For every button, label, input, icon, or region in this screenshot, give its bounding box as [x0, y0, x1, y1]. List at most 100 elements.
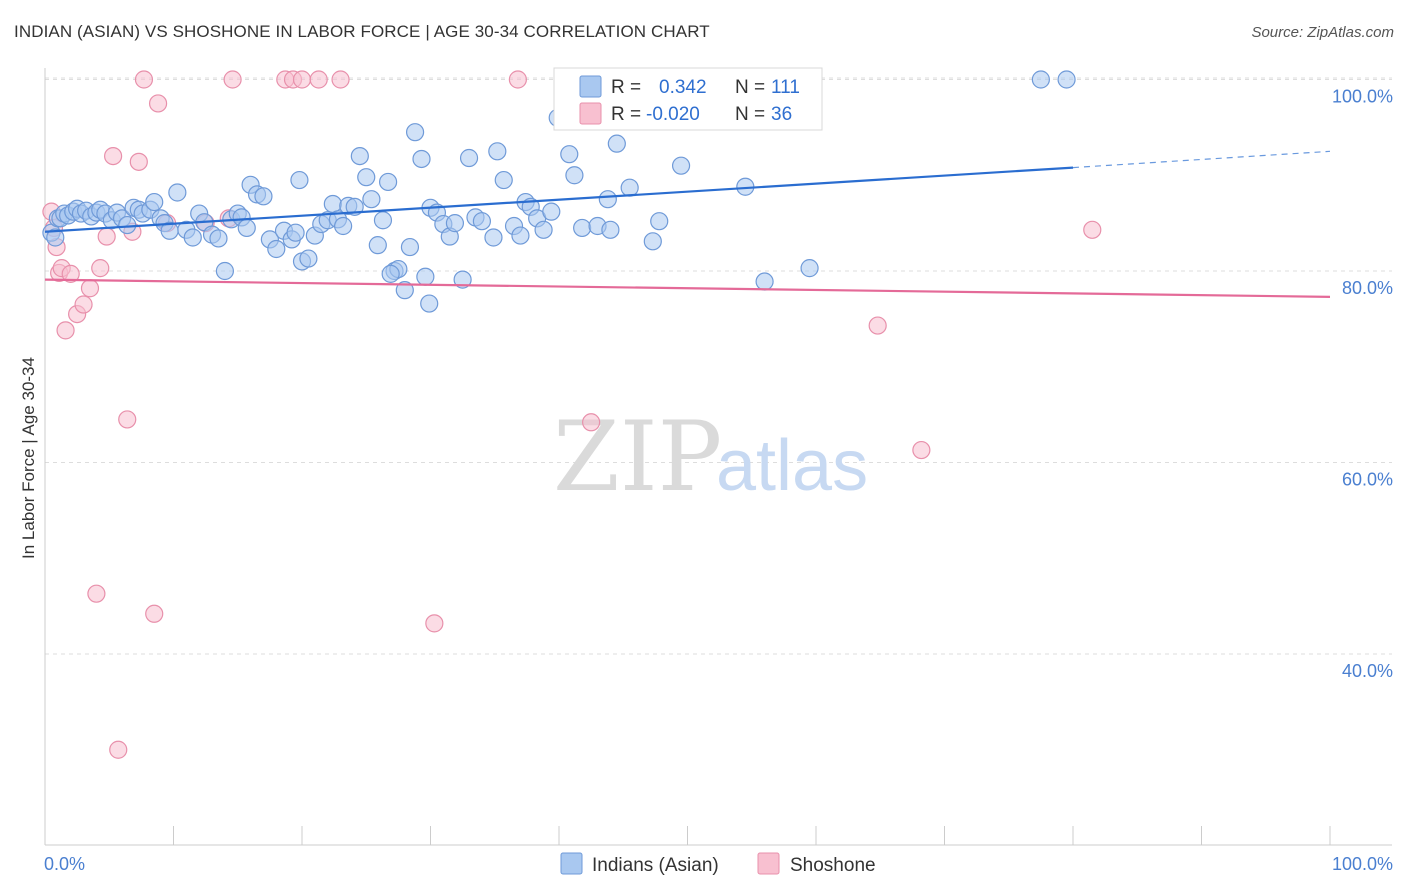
indians-asian-point — [1031, 70, 1050, 89]
legend-swatch-blue — [579, 75, 602, 98]
bottom-legend-swatch-shoshone — [757, 852, 780, 875]
shoshone-point — [508, 70, 527, 89]
shoshone-point — [148, 94, 168, 113]
tick-labels: 40.0% 60.0% 80.0% 100.0% 0.0% 100.0% — [44, 87, 1393, 875]
indians-asian-point — [183, 228, 202, 247]
y-tick-label: 40.0% — [1342, 661, 1393, 681]
indians-asian-point — [459, 148, 479, 168]
indians-asian-point — [254, 187, 273, 206]
chart-title: INDIAN (ASIAN) VS SHOSHONE IN LABOR FORC… — [14, 22, 710, 41]
legend-r-label-blue: R = — [611, 77, 641, 98]
indians-asian-point — [299, 249, 318, 268]
indians-asian-point — [381, 264, 400, 283]
legend-n-value-blue: 111 — [771, 77, 800, 98]
y-tick-label: 60.0% — [1342, 470, 1393, 490]
indians-asian-point — [755, 272, 774, 291]
indians-asian-point — [290, 170, 309, 190]
source-credit: Source: ZipAtlas.com — [1251, 24, 1394, 41]
bottom-legend-label-indians-asian: Indians (Asian) — [592, 855, 719, 876]
shoshone-point — [134, 70, 154, 89]
legend-n-label-blue: N = — [735, 77, 765, 98]
indians-asian-point — [362, 190, 381, 209]
indians-asian-point — [420, 294, 439, 313]
trend-lines — [44, 150, 1331, 298]
legend-r-value-pink: -0.020 — [646, 104, 700, 125]
watermark: ZIP atlas — [553, 401, 868, 513]
indians-asian-point — [400, 237, 420, 257]
shoshone-point — [1083, 220, 1102, 239]
watermark-zip: ZIP — [553, 401, 722, 513]
indians-asian-point — [494, 170, 513, 190]
indians-asian-point — [267, 239, 286, 259]
indians-asian-point — [598, 190, 617, 209]
legend-r-value-blue: 0.342 — [659, 77, 707, 98]
indians-asian-point — [573, 218, 592, 238]
shoshone-point — [582, 413, 601, 432]
shoshone-point — [80, 279, 100, 298]
shoshone-point — [912, 440, 931, 460]
indians-asian-point — [350, 147, 369, 166]
indians-asian-point — [209, 229, 228, 248]
indians-asian-trend-extension — [1072, 150, 1331, 169]
bottom-legend-swatch-indians-asian — [560, 852, 583, 875]
indians-asian-point — [286, 223, 305, 242]
indians-asian-point — [416, 267, 435, 286]
indians-asian-point — [145, 192, 164, 212]
indians-asian-point — [215, 261, 234, 281]
indians-asian-point — [484, 228, 503, 247]
legend-n-value-pink: 36 — [771, 104, 792, 125]
shoshone-point — [56, 321, 75, 340]
shoshone-trend-line — [44, 278, 1331, 298]
shoshone-point — [425, 614, 444, 633]
shoshone-point — [118, 410, 137, 429]
x-tick-label: 0.0% — [44, 854, 85, 874]
legend-n-label-pink: N = — [735, 104, 765, 125]
indians-asian-point — [511, 226, 530, 245]
shoshone-point — [109, 740, 128, 759]
indians-asian-point — [118, 215, 137, 235]
indians-asian-point — [323, 194, 342, 214]
grid-lines — [45, 77, 1392, 655]
indians-asian-point — [542, 202, 561, 221]
indians-asian-point — [357, 168, 376, 187]
indians-asian-point — [237, 218, 256, 238]
indians-asian-point — [445, 214, 465, 233]
indians-asian-point — [650, 212, 669, 231]
indians-asian-point — [168, 183, 187, 202]
indians-asian-trend-line — [44, 166, 1074, 233]
indians-asian-point — [378, 172, 398, 192]
indians-asian-point — [334, 216, 353, 236]
indians-asian-point — [601, 220, 620, 239]
indians-asian-point — [368, 236, 387, 255]
shoshone-point — [104, 147, 123, 166]
shoshone-point — [292, 70, 312, 89]
shoshone-point — [74, 295, 93, 314]
indians-asian-point — [395, 281, 414, 300]
indians-asian-point — [643, 232, 662, 251]
indians-asian-point — [488, 142, 507, 161]
bottom-legend: Indians (Asian) Shoshone — [560, 852, 876, 876]
series-indians-asian-points — [42, 69, 1076, 313]
shoshone-point — [223, 70, 242, 89]
shoshone-point — [331, 70, 350, 89]
axes — [44, 68, 1392, 846]
indians-asian-point — [405, 123, 425, 142]
y-axis-label: In Labor Force | Age 30-34 — [19, 357, 38, 559]
watermark-atlas: atlas — [716, 426, 868, 506]
indians-asian-point — [671, 156, 691, 175]
indians-asian-point — [1057, 70, 1076, 89]
shoshone-point — [91, 259, 110, 278]
indians-asian-point — [800, 259, 819, 278]
indians-asian-point — [373, 211, 393, 230]
shoshone-point — [129, 152, 148, 171]
indians-asian-point — [46, 228, 65, 247]
x-tick-label: 100.0% — [1332, 854, 1393, 874]
indians-asian-point — [534, 220, 553, 239]
shoshone-point — [309, 70, 328, 89]
indians-asian-point — [412, 149, 431, 169]
shoshone-point — [145, 604, 164, 623]
legend-r-label-pink: R = — [611, 104, 641, 125]
indians-asian-point — [472, 212, 491, 231]
legend-swatch-pink — [579, 102, 602, 125]
